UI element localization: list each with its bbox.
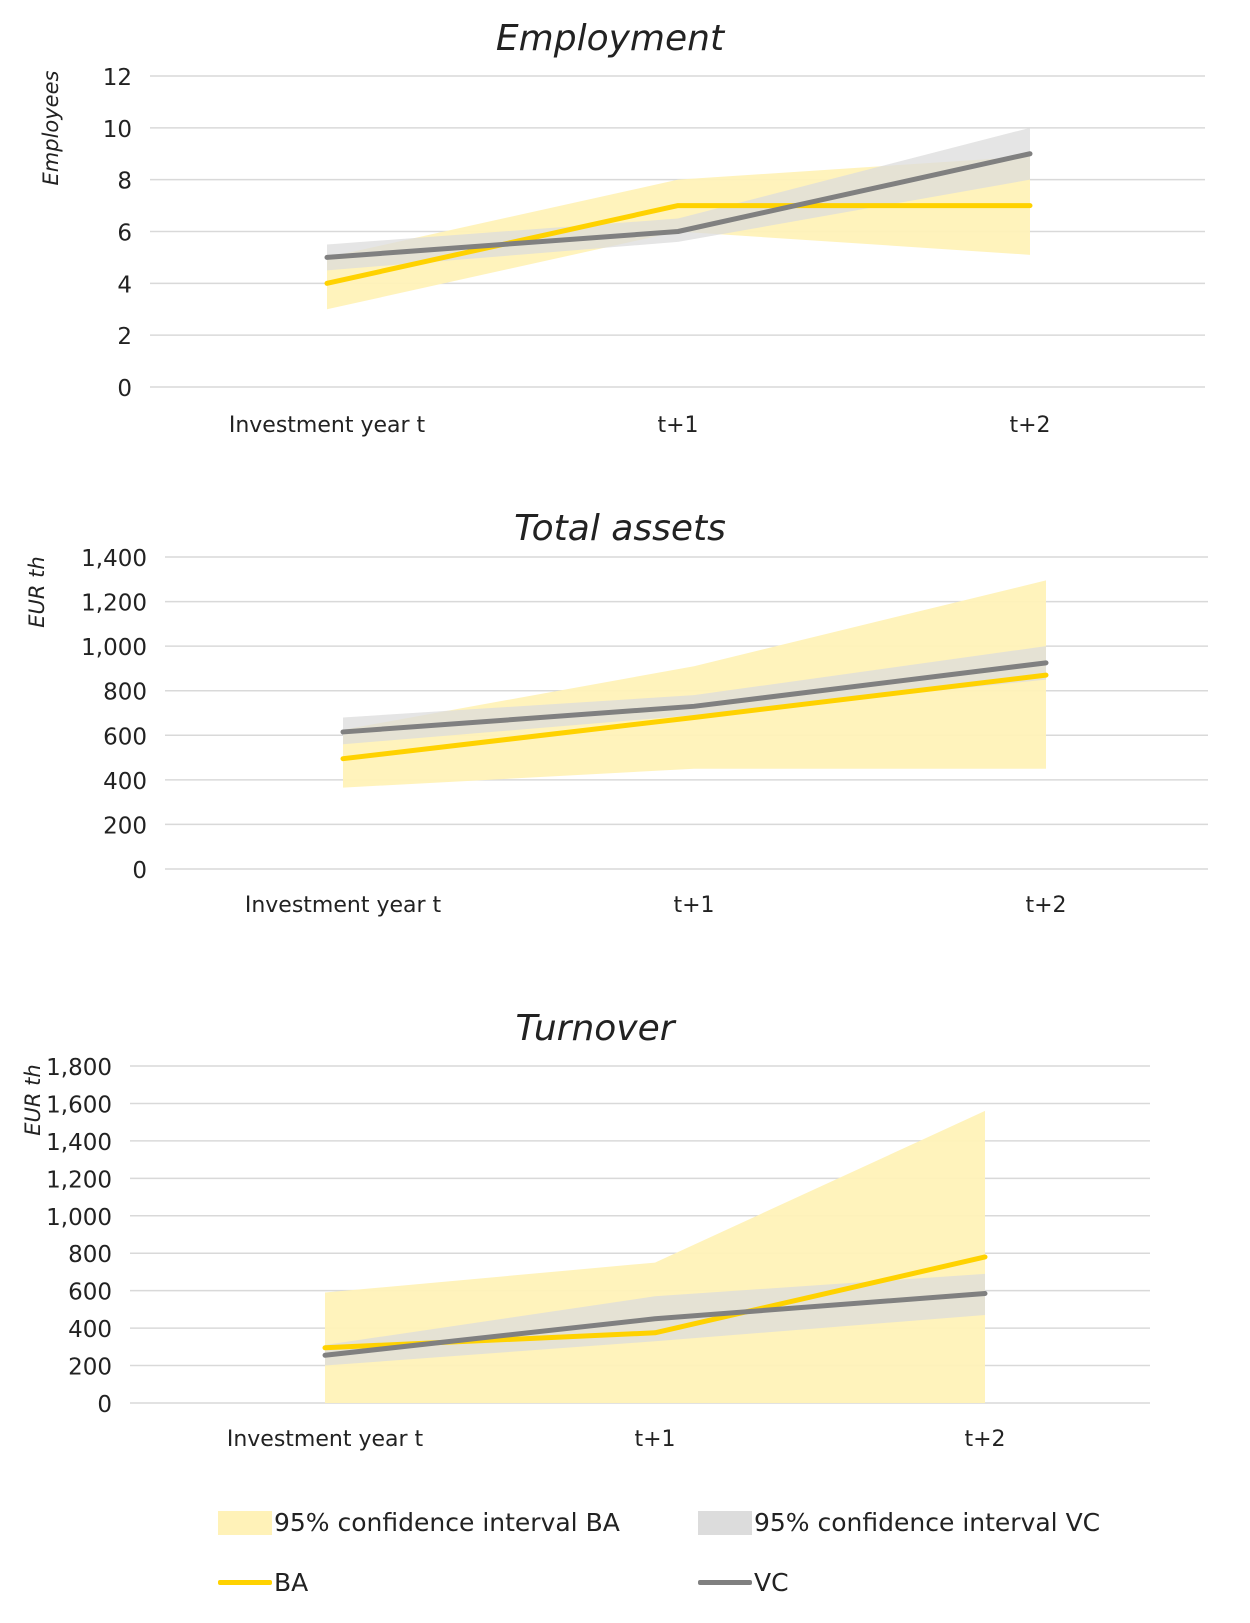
employment-ytick-label: 0 — [117, 376, 132, 402]
legend-label-vc: VC — [754, 1568, 789, 1597]
legend-item-vc-ci: 95% confidence interval VC — [698, 1508, 1100, 1537]
total-assets-category-label: t+2 — [1025, 893, 1066, 918]
employment-ylabel: Employees — [39, 70, 63, 185]
total-assets-title: Total assets — [514, 508, 726, 549]
turnover-ytick-label: 600 — [68, 1280, 112, 1306]
employment-title: Employment — [496, 18, 726, 59]
charts-figure: 0 2 4 6 8 10 12 Investment year t t+1 t+2 Employme… — [21, 18, 1208, 1452]
total-assets-line-ba — [340, 672, 1049, 762]
employment-line-ba — [324, 203, 1033, 286]
turnover-ytick-label: 800 — [68, 1242, 112, 1268]
employment-category-label: t+1 — [657, 413, 698, 438]
total-assets-ylabel: EUR th — [25, 556, 49, 627]
chart-legend: 95% confidence interval BA 95% confidenc… — [0, 1500, 1250, 1620]
turnover-ytick-label: 1,600 — [46, 1092, 112, 1118]
turnover-category-label: t+2 — [964, 1427, 1005, 1452]
total-assets-category-label: t+1 — [673, 893, 714, 918]
legend-swatch-vc — [698, 1580, 752, 1585]
legend-swatch-ba — [218, 1580, 272, 1585]
employment-ytick-label: 12 — [103, 65, 132, 91]
legend-item-ba-ci: 95% confidence interval BA — [218, 1508, 620, 1537]
total-assets-ytick-label: 600 — [103, 724, 147, 750]
total-assets-ytick-label: 800 — [103, 680, 147, 706]
employment-ytick-label: 8 — [117, 169, 132, 195]
turnover-category-label: Investment year t — [227, 1427, 424, 1452]
employment-line-vc — [324, 151, 1033, 260]
employment-category-label: t+2 — [1009, 413, 1050, 438]
total-assets-ytick-label: 400 — [103, 769, 147, 795]
legend-swatch-ba-ci — [218, 1510, 272, 1535]
employment-ytick-label: 10 — [103, 117, 132, 143]
total-assets-ytick-label: 1,000 — [81, 635, 147, 661]
legend-label-ba: BA — [274, 1568, 309, 1597]
employment-ytick-label: 4 — [117, 272, 132, 298]
turnover-line-vc — [322, 1290, 988, 1358]
turnover-ytick-label: 1,200 — [46, 1167, 112, 1193]
turnover-ylabel: EUR th — [21, 1064, 45, 1135]
employment-category-label: Investment year t — [229, 413, 426, 438]
turnover-ytick-label: 0 — [97, 1392, 112, 1418]
legend-label-ba-ci: 95% confidence interval BA — [274, 1508, 620, 1537]
legend-item-ba: BA — [218, 1568, 308, 1597]
turnover-ytick-label: 200 — [68, 1355, 112, 1381]
turnover-title: Turnover — [515, 1008, 676, 1049]
legend-label-vc-ci: 95% confidence interval VC — [754, 1508, 1101, 1537]
total-assets-ytick-label: 0 — [132, 858, 147, 884]
total-assets-ytick-label: 1,400 — [81, 546, 147, 572]
turnover-ytick-label: 1,000 — [46, 1205, 112, 1231]
turnover-category-label: t+1 — [634, 1427, 675, 1452]
employment-ytick-label: 6 — [117, 221, 132, 247]
legend-item-vc: VC — [698, 1568, 789, 1597]
total-assets-line-vc — [340, 660, 1049, 735]
total-assets-ytick-label: 200 — [103, 813, 147, 839]
turnover-ytick-label: 400 — [68, 1317, 112, 1343]
total-assets-category-label: Investment year t — [245, 893, 442, 918]
turnover-ytick-label: 1,800 — [46, 1055, 112, 1081]
legend-swatch-vc-ci — [698, 1510, 752, 1535]
turnover-ytick-label: 1,400 — [46, 1130, 112, 1156]
total-assets-ytick-label: 1,200 — [81, 591, 147, 617]
turnover-band-ba — [325, 1110, 985, 1403]
employment-band-vc — [327, 127, 1030, 271]
employment-ytick-label: 2 — [117, 324, 132, 350]
